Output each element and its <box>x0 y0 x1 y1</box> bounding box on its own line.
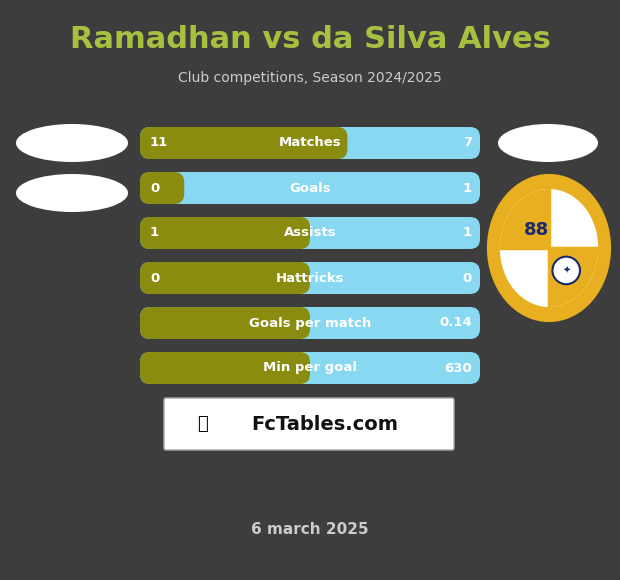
Bar <box>500 189 549 248</box>
Text: 1: 1 <box>463 227 472 240</box>
Text: 0: 0 <box>150 271 159 285</box>
FancyBboxPatch shape <box>140 262 310 294</box>
Bar <box>549 248 598 307</box>
Text: 1: 1 <box>150 227 159 240</box>
Text: Club competitions, Season 2024/2025: Club competitions, Season 2024/2025 <box>178 71 442 85</box>
FancyBboxPatch shape <box>164 398 454 450</box>
Circle shape <box>552 257 580 284</box>
Ellipse shape <box>498 124 598 162</box>
FancyBboxPatch shape <box>140 352 310 384</box>
FancyBboxPatch shape <box>140 262 480 294</box>
Text: 0: 0 <box>463 271 472 285</box>
Text: 0.14: 0.14 <box>439 317 472 329</box>
Text: 7: 7 <box>463 136 472 150</box>
Text: 1: 1 <box>463 182 472 194</box>
Text: Hattricks: Hattricks <box>276 271 344 285</box>
Text: ✦: ✦ <box>562 266 570 275</box>
FancyBboxPatch shape <box>140 127 480 159</box>
Text: Matches: Matches <box>278 136 342 150</box>
Text: 6 march 2025: 6 march 2025 <box>251 523 369 538</box>
FancyBboxPatch shape <box>140 217 480 249</box>
Text: 0: 0 <box>150 182 159 194</box>
Text: Assists: Assists <box>284 227 336 240</box>
FancyBboxPatch shape <box>140 127 347 159</box>
FancyBboxPatch shape <box>140 307 480 339</box>
Text: 630: 630 <box>445 361 472 375</box>
Ellipse shape <box>16 124 128 162</box>
FancyBboxPatch shape <box>140 307 310 339</box>
Ellipse shape <box>500 189 598 307</box>
Text: 📈: 📈 <box>197 415 207 433</box>
FancyBboxPatch shape <box>140 217 310 249</box>
Text: Goals per match: Goals per match <box>249 317 371 329</box>
FancyBboxPatch shape <box>140 352 480 384</box>
FancyBboxPatch shape <box>140 172 480 204</box>
Text: 88: 88 <box>524 222 549 240</box>
FancyBboxPatch shape <box>140 172 184 204</box>
Ellipse shape <box>489 176 609 320</box>
Text: Min per goal: Min per goal <box>263 361 357 375</box>
Text: 11: 11 <box>150 136 168 150</box>
Text: Ramadhan vs da Silva Alves: Ramadhan vs da Silva Alves <box>69 26 551 55</box>
Text: FcTables.com: FcTables.com <box>252 415 399 433</box>
Ellipse shape <box>16 174 128 212</box>
Text: Goals: Goals <box>289 182 331 194</box>
